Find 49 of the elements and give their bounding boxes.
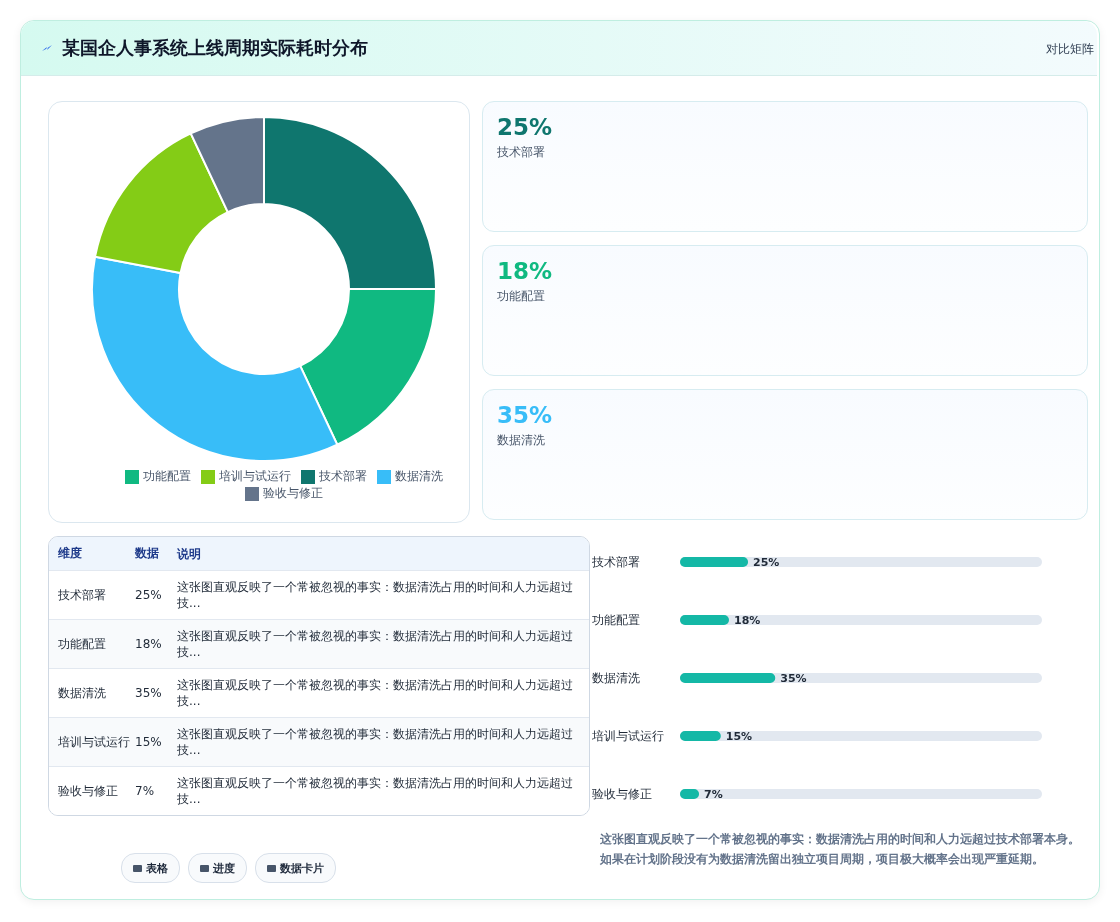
- legend-label: 培训与试运行: [219, 469, 291, 483]
- text: 培训与试运行: [57, 733, 131, 751]
- text: 功能配置: [57, 635, 107, 653]
- text: 进度: [188, 853, 247, 883]
- bar: [680, 615, 729, 625]
- bar: [680, 557, 749, 567]
- text: 说明: [177, 545, 202, 562]
- y-tick-label: 验收与修正: [592, 787, 652, 802]
- text: 这张图直观反映了一个常被忽视的事实：数据清洗占用的时间和人力远超过技...: [177, 628, 574, 660]
- text: 技术部署: [57, 586, 107, 604]
- data-label: 15%: [725, 729, 753, 743]
- text: 15%: [135, 735, 163, 749]
- legend-label: 功能配置: [143, 469, 191, 483]
- text: 维度: [57, 545, 83, 562]
- data-label: 18%: [733, 613, 761, 627]
- y-tick-label: 培训与试运行: [591, 729, 664, 744]
- chart-title: 某国企人事系统上线周期实际耗时分布: [62, 36, 368, 60]
- text: 数据清洗: [57, 684, 107, 702]
- bar: [680, 673, 776, 683]
- text: 18%: [497, 258, 554, 284]
- text: 数据卡片: [255, 853, 336, 883]
- text: 35%: [135, 686, 163, 700]
- data-label: 7%: [704, 787, 723, 801]
- text: 表格: [121, 853, 180, 883]
- text: 数据清洗: [497, 432, 546, 449]
- text: 这张图直观反映了一个常被忽视的事实：数据清洗占用的时间和人力远超过技...: [177, 579, 574, 611]
- text: 数据: [135, 545, 160, 562]
- text: 25%: [135, 588, 163, 602]
- text: 25%: [497, 114, 554, 140]
- text: 这张图直观反映了一个常被忽视的事实：数据清洗占用的时间和人力远超过技...: [177, 726, 574, 758]
- data-label: 35%: [780, 671, 807, 685]
- legend-label: 数据清洗: [395, 469, 443, 483]
- text: 这张图直观反映了一个常被忽视的事实：数据清洗占用的时间和人力远超过技...: [177, 677, 574, 709]
- y-tick-label: 功能配置: [592, 613, 640, 628]
- y-tick-label: 技术部署: [591, 555, 640, 570]
- text: 技术部署: [497, 144, 546, 161]
- legend-label: 验收与修正: [263, 486, 323, 500]
- bar: [680, 731, 721, 741]
- data-label: 25%: [753, 555, 780, 569]
- text: 这张图直观反映了一个常被忽视的事实：数据清洗占用的时间和人力远超过技术部署本身。如果在计划阶段没有为数据清洗留出独立项目周期，项目极大概率会出现严重延期。: [600, 831, 1081, 868]
- text: 对比矩阵: [1046, 41, 1094, 58]
- text: 35%: [497, 402, 554, 428]
- y-tick-label: 数据清洗: [592, 671, 640, 686]
- text: 验收与修正: [57, 782, 119, 800]
- text: 功能配置: [497, 288, 546, 305]
- text: 7%: [135, 784, 156, 798]
- text: 这张图直观反映了一个常被忽视的事实：数据清洗占用的时间和人力远超过技...: [177, 775, 574, 807]
- legend-label: 技术部署: [319, 469, 367, 483]
- text: 18%: [135, 637, 163, 651]
